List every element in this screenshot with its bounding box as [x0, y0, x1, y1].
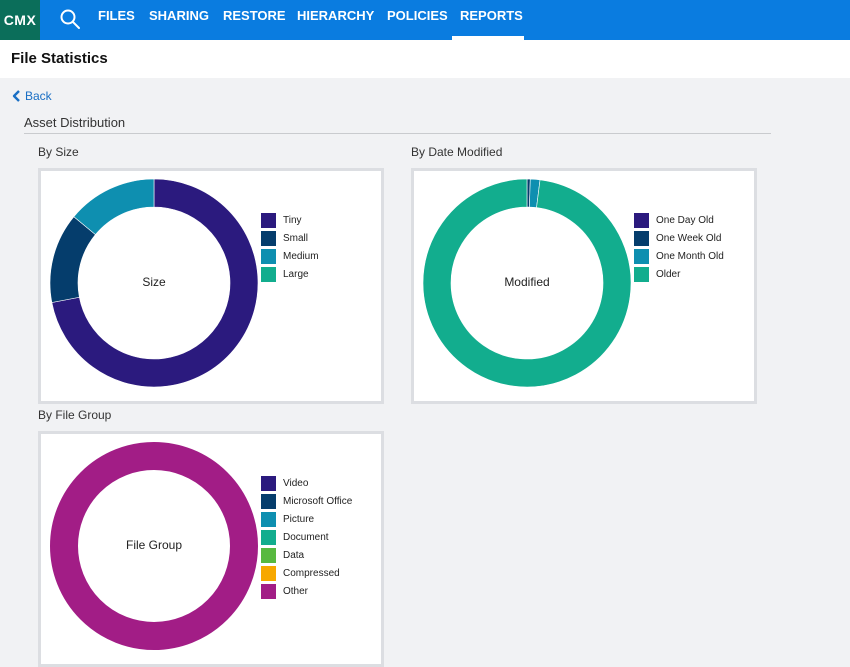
legend-label: Microsoft Office: [283, 495, 353, 507]
chart-legend: Video Microsoft Office Picture Document Data…: [261, 474, 352, 600]
donut-center-label: Modified: [504, 275, 550, 289]
back-label: Back: [25, 89, 52, 103]
legend-label: Tiny: [283, 214, 302, 226]
legend-item[interactable]: Picture: [261, 510, 352, 528]
legend-label: Small: [283, 232, 309, 244]
legend-label: Picture: [283, 513, 315, 525]
chevron-left-icon: [12, 90, 20, 102]
legend-label: One Month Old: [656, 250, 724, 262]
legend-swatch: [261, 493, 276, 509]
legend-swatch: [634, 230, 649, 246]
legend-swatch: [261, 565, 276, 581]
legend-swatch: [634, 266, 649, 282]
search-icon: [60, 9, 80, 29]
donut-center-label: File Group: [125, 538, 183, 552]
slice-small[interactable]: [49, 216, 96, 303]
legend-item[interactable]: Medium: [261, 247, 319, 265]
donut-center-label: Size: [142, 275, 166, 289]
legend-label: Large: [283, 268, 309, 280]
nav-hierarchy[interactable]: HIERARCHY: [297, 8, 375, 23]
legend-label: One Week Old: [656, 232, 722, 244]
legend-label: Document: [283, 531, 329, 543]
legend-item[interactable]: One Month Old: [634, 247, 724, 265]
legend-item[interactable]: Tiny: [261, 211, 319, 229]
legend-swatch: [261, 230, 276, 246]
legend-swatch: [261, 583, 276, 599]
legend-item[interactable]: Compressed: [261, 564, 352, 582]
slice-older[interactable]: [422, 178, 632, 388]
legend-item[interactable]: Document: [261, 528, 352, 546]
legend-label: Older: [656, 268, 681, 280]
legend-label: One Day Old: [656, 214, 714, 226]
nav-policies[interactable]: POLICIES: [387, 8, 448, 23]
donut-chart-modified: [422, 178, 632, 388]
slice-medium[interactable]: [73, 178, 155, 235]
chart-panel-file-group: File Group Video Microsoft Office Picture D…: [38, 431, 384, 667]
legend-item[interactable]: One Day Old: [634, 211, 724, 229]
donut-chart-size: [49, 178, 259, 388]
legend-item[interactable]: Older: [634, 265, 724, 283]
legend-swatch: [261, 547, 276, 563]
search-button[interactable]: [56, 5, 84, 33]
legend-label: Data: [283, 549, 305, 561]
legend-label: Medium: [283, 250, 319, 262]
chart-legend: Tiny Small Medium Large: [261, 211, 319, 283]
legend-swatch: [261, 475, 276, 491]
legend-item[interactable]: One Week Old: [634, 229, 724, 247]
chart-title-modified: By Date Modified: [411, 145, 503, 159]
legend-item[interactable]: Small: [261, 229, 319, 247]
legend-label: Compressed: [283, 567, 340, 579]
chart-panel-modified: Modified One Day Old One Week Old One Mont…: [411, 168, 757, 404]
nav-restore[interactable]: RESTORE: [223, 8, 286, 23]
legend-swatch: [261, 248, 276, 264]
page-header: File Statistics: [0, 40, 850, 78]
legend-swatch: [634, 212, 649, 228]
legend-label: Other: [283, 585, 309, 597]
donut-chart-file-group: [50, 442, 258, 650]
chart-panel-size: Size Tiny Small Medium Large: [38, 168, 384, 404]
legend-swatch: [634, 248, 649, 264]
section-divider: [24, 133, 771, 134]
nav-sharing[interactable]: SHARING: [149, 8, 209, 23]
legend-item[interactable]: Data: [261, 546, 352, 564]
chart-legend: One Day Old One Week Old One Month Old Olde…: [634, 211, 724, 283]
legend-item[interactable]: Microsoft Office: [261, 492, 352, 510]
chart-title-file-group: By File Group: [38, 408, 112, 422]
app-logo[interactable]: CMX: [0, 0, 40, 40]
nav-files[interactable]: FILES: [98, 8, 135, 23]
legend-item[interactable]: Other: [261, 582, 352, 600]
legend-swatch: [261, 529, 276, 545]
page-title: File Statistics: [11, 50, 108, 67]
legend-swatch: [261, 212, 276, 228]
legend-swatch: [261, 266, 276, 282]
top-nav-bar: CMX FILES SHARING RESTORE HIERARCHY POLI…: [0, 0, 850, 40]
legend-item[interactable]: Video: [261, 474, 352, 492]
section-title: Asset Distribution: [24, 115, 126, 130]
nav-reports[interactable]: REPORTS: [452, 0, 524, 40]
legend-item[interactable]: Large: [261, 265, 319, 283]
back-link[interactable]: Back: [12, 89, 52, 103]
legend-swatch: [261, 511, 276, 527]
chart-title-size: By Size: [38, 145, 79, 159]
slice-tiny[interactable]: [51, 178, 259, 388]
slice-other[interactable]: [50, 442, 258, 650]
legend-label: Video: [283, 477, 309, 489]
